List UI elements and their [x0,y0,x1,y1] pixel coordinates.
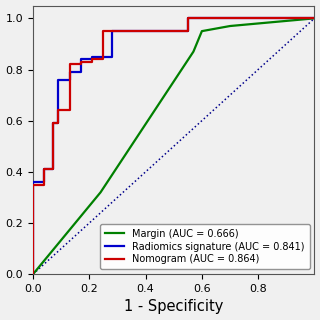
Radiomics signature (AUC = 0.841) [79,70,83,74]
Margin (AUC = 0.666) [149,114,153,117]
Margin (AUC = 0.666) [31,272,35,276]
Nomogram (AUC = 0.864) [110,29,114,33]
Legend: Margin (AUC = 0.666), Radiomics signature (AUC = 0.841), Nomogram (AUC = 0.864): Margin (AUC = 0.666), Radiomics signatur… [100,224,309,269]
Radiomics signature (AUC = 0.841) [110,29,114,33]
Nomogram (AUC = 0.864) [186,16,190,20]
Radiomics signature (AUC = 0.841) [68,70,72,74]
Margin (AUC = 0.666) [214,27,218,30]
Radiomics signature (AUC = 0.841) [51,121,55,125]
Line: Nomogram (AUC = 0.864): Nomogram (AUC = 0.864) [33,18,315,274]
Radiomics signature (AUC = 0.841) [110,55,114,59]
Radiomics signature (AUC = 0.841) [56,121,60,125]
Nomogram (AUC = 0.864) [42,183,46,187]
Nomogram (AUC = 0.864) [130,29,133,33]
Radiomics signature (AUC = 0.841) [313,16,316,20]
Nomogram (AUC = 0.864) [101,57,105,61]
Margin (AUC = 0.666) [132,139,136,143]
Margin (AUC = 0.666) [228,24,232,28]
Radiomics signature (AUC = 0.841) [31,180,35,184]
Nomogram (AUC = 0.864) [186,29,190,33]
Nomogram (AUC = 0.864) [90,60,94,64]
Margin (AUC = 0.666) [158,101,162,105]
Radiomics signature (AUC = 0.841) [130,29,133,33]
Radiomics signature (AUC = 0.841) [130,29,133,33]
Nomogram (AUC = 0.864) [79,62,83,66]
Nomogram (AUC = 0.864) [42,167,46,171]
Nomogram (AUC = 0.864) [101,29,105,33]
Nomogram (AUC = 0.864) [51,121,55,125]
Margin (AUC = 0.666) [40,262,44,266]
Radiomics signature (AUC = 0.841) [51,167,55,171]
Nomogram (AUC = 0.864) [31,272,35,276]
Margin (AUC = 0.666) [166,88,170,92]
Margin (AUC = 0.666) [141,126,145,130]
Margin (AUC = 0.666) [73,221,77,225]
Margin (AUC = 0.666) [256,21,260,25]
Nomogram (AUC = 0.864) [110,29,114,33]
Nomogram (AUC = 0.864) [79,60,83,64]
X-axis label: 1 - Specificity: 1 - Specificity [124,300,223,315]
Margin (AUC = 0.666) [116,165,119,169]
Radiomics signature (AUC = 0.841) [42,180,46,184]
Nomogram (AUC = 0.864) [130,29,133,33]
Nomogram (AUC = 0.864) [56,108,60,112]
Margin (AUC = 0.666) [183,62,187,66]
Line: Margin (AUC = 0.666): Margin (AUC = 0.666) [33,18,315,274]
Radiomics signature (AUC = 0.841) [42,167,46,171]
Nomogram (AUC = 0.864) [31,183,35,187]
Margin (AUC = 0.666) [90,201,94,204]
Radiomics signature (AUC = 0.841) [68,78,72,82]
Nomogram (AUC = 0.864) [56,121,60,125]
Margin (AUC = 0.666) [56,242,60,245]
Line: Radiomics signature (AUC = 0.841): Radiomics signature (AUC = 0.841) [33,18,315,274]
Radiomics signature (AUC = 0.841) [186,29,190,33]
Nomogram (AUC = 0.864) [90,57,94,61]
Radiomics signature (AUC = 0.841) [31,272,35,276]
Nomogram (AUC = 0.864) [68,62,72,66]
Margin (AUC = 0.666) [82,211,86,215]
Nomogram (AUC = 0.864) [51,167,55,171]
Margin (AUC = 0.666) [313,16,316,20]
Radiomics signature (AUC = 0.841) [79,57,83,61]
Radiomics signature (AUC = 0.841) [56,78,60,82]
Margin (AUC = 0.666) [48,252,52,256]
Margin (AUC = 0.666) [124,152,128,156]
Margin (AUC = 0.666) [284,19,288,23]
Radiomics signature (AUC = 0.841) [90,55,94,59]
Margin (AUC = 0.666) [65,231,69,235]
Radiomics signature (AUC = 0.841) [90,57,94,61]
Nomogram (AUC = 0.864) [68,108,72,112]
Nomogram (AUC = 0.864) [313,16,316,20]
Margin (AUC = 0.666) [99,190,102,194]
Margin (AUC = 0.666) [191,50,195,53]
Margin (AUC = 0.666) [200,29,204,33]
Margin (AUC = 0.666) [107,178,111,181]
Margin (AUC = 0.666) [175,75,179,79]
Radiomics signature (AUC = 0.841) [186,16,190,20]
